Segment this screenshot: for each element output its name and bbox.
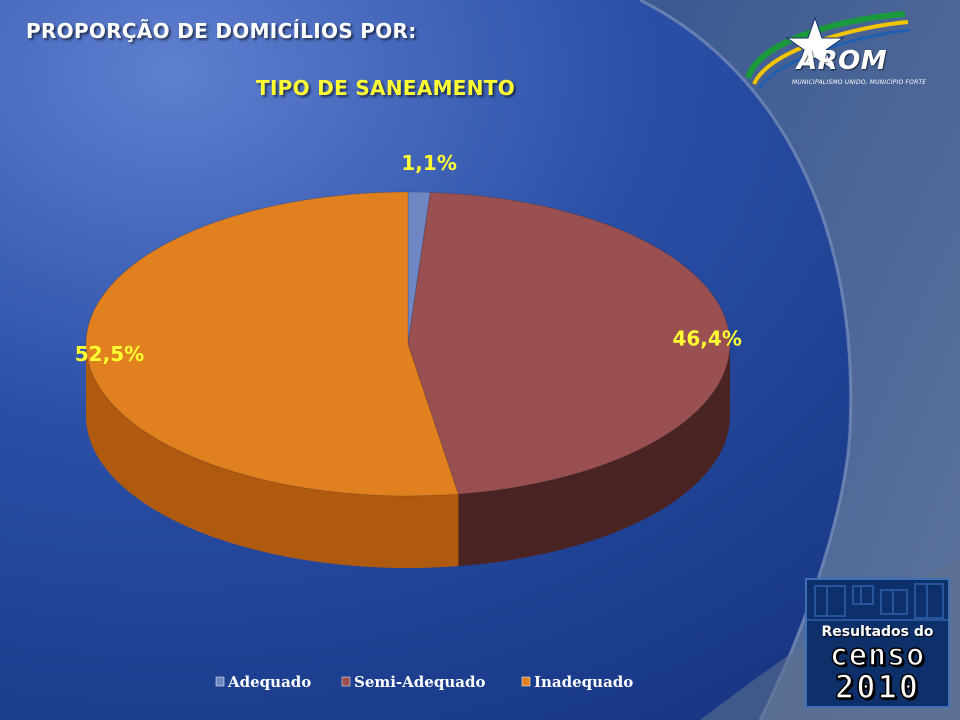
legend-item-semi-adequado: Semi-Adequado [341, 673, 485, 691]
pie-label-inadequado: 52,5% [75, 342, 144, 366]
censo-2010-logo: Resultados do censo 2010 [805, 578, 950, 708]
legend-swatch [341, 676, 351, 687]
pie-labels: 1,1% 46,4% 52,5% [75, 151, 742, 366]
legend-label: Adequado [227, 673, 311, 691]
pie-side-inadequado [86, 344, 459, 568]
censo-pattern-icon [807, 583, 948, 621]
legend-swatch [215, 676, 225, 687]
slide-title: PROPORÇÃO DE DOMICÍLIOS POR: [26, 19, 417, 43]
censo-year: 2010 [834, 667, 921, 706]
chart-legend: Adequado Semi-Adequado Inadequado [215, 673, 633, 691]
slide-subtitle: TIPO DE SANEAMENTO [256, 76, 516, 100]
legend-label: Inadequado [534, 673, 633, 691]
arom-logo: AROM MUNICIPALISMO UNIDO, MUNICÍPIO FORT… [740, 8, 950, 92]
legend-item-adequado: Adequado [215, 673, 311, 691]
censo-word: censo [829, 637, 926, 674]
pie-slice-semi-adequado [407, 191, 731, 495]
arom-name: AROM [797, 46, 888, 76]
pie-slice-adequado [407, 191, 431, 345]
legend-swatch [521, 676, 531, 687]
pie-label-adequado: 1,1% [401, 151, 456, 175]
arom-tagline: MUNICIPALISMO UNIDO, MUNICÍPIO FORTE [792, 79, 927, 86]
arom-swoosh-icon [745, 11, 911, 89]
pie-slice-inadequado [85, 191, 460, 497]
legend-item-inadequado: Inadequado [521, 673, 633, 691]
pie-label-semi-adequado: 46,4% [672, 326, 741, 350]
legend-label: Semi-Adequado [354, 673, 485, 691]
pie-side-semi-adequado [458, 344, 730, 567]
censo-heading: Resultados do [821, 624, 934, 640]
pie-tops [85, 191, 731, 497]
